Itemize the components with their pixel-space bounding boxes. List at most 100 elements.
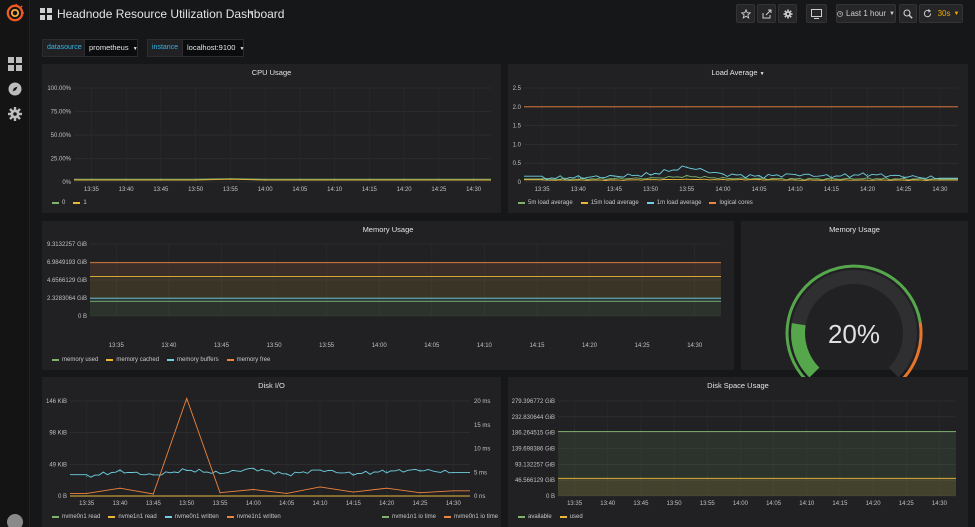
legend-item[interactable]: memory free (226, 357, 270, 363)
panel-title[interactable]: Memory Usage (362, 225, 414, 234)
data-point (352, 495, 354, 497)
x-tick-label: 14:25 (412, 501, 428, 507)
legend-item[interactable]: memory buffers (167, 357, 219, 363)
legend-item[interactable]: 15m load average (580, 200, 639, 206)
load-legend: 5m load average 15m load average 1m load… (518, 200, 753, 206)
legend-item[interactable]: nvme0n1 read (52, 514, 100, 520)
data-point (286, 473, 288, 476)
y-tick-label-right: 10 ms (474, 447, 490, 453)
series-line (74, 178, 491, 180)
x-tick-label: 13:55 (319, 343, 335, 349)
data-point (905, 477, 907, 479)
data-point (152, 495, 154, 497)
settings-button[interactable] (778, 4, 797, 23)
legend-label: nvme1n1 written (236, 514, 281, 520)
dashboards-grid-icon[interactable] (8, 57, 22, 71)
x-tick-label: 14:20 (397, 187, 413, 193)
refresh-interval: 30s (937, 9, 951, 18)
data-point (541, 106, 543, 108)
panel-title[interactable]: Memory Usage (829, 225, 880, 234)
dashboard-title[interactable]: Headnode Resource Utilization Dashboard (57, 7, 285, 21)
chevron-down-icon[interactable]: ▼ (248, 10, 255, 17)
share-button[interactable] (757, 4, 776, 23)
settings-icon (783, 9, 792, 18)
data-point (905, 430, 907, 432)
data-point (722, 179, 724, 181)
data-point (90, 179, 92, 181)
y-tick-label: 0 B (78, 314, 87, 320)
panel-title[interactable]: Load Average ▼ (508, 68, 968, 77)
x-tick-label: 13:55 (700, 501, 716, 507)
legend-item[interactable]: nvme1n1 written (226, 514, 281, 520)
legend-item[interactable]: 5m load average (518, 200, 573, 206)
x-tick-label: 13:40 (571, 187, 587, 193)
x-tick-label: 13:45 (214, 343, 230, 349)
time-range-label: Last 1 hour (846, 9, 887, 18)
data-point (686, 175, 688, 177)
variable-select-datasource[interactable]: prometheus ▼ (84, 39, 138, 57)
data-point (939, 177, 941, 179)
tv-icon (811, 8, 822, 19)
panel-title[interactable]: Disk I/O (258, 381, 285, 390)
variable-select-instance[interactable]: localhost:9100 ▼ (182, 39, 244, 57)
series-line (70, 467, 470, 478)
x-tick-label: 13:35 (109, 343, 125, 349)
tv-mode-button[interactable] (806, 4, 827, 23)
panel-title[interactable]: Disk Space Usage (707, 381, 769, 390)
data-point (195, 178, 197, 180)
data-point (739, 477, 742, 479)
chevron-down-icon: ▼ (239, 46, 245, 52)
legend-item[interactable]: nvme0n1 written (164, 514, 219, 520)
data-point (866, 173, 869, 176)
legend-item[interactable]: available (518, 514, 552, 520)
gear-icon[interactable] (8, 107, 22, 121)
data-point (577, 179, 579, 181)
legend-item[interactable]: nvme1n1 read (108, 514, 157, 520)
data-point (299, 178, 301, 180)
legend-item[interactable]: nvme1n1 io time (382, 514, 436, 520)
legend-item[interactable]: nvme0n1 io time (444, 514, 498, 520)
legend-item[interactable]: 1m load average (646, 200, 701, 206)
panel-title[interactable]: CPU Usage (251, 68, 292, 77)
y-tick-label: 2.3283064 GiB (47, 296, 87, 302)
x-tick-label: 14:05 (766, 501, 782, 507)
legend-item[interactable]: 1 (73, 200, 87, 206)
x-tick-label: 14:15 (362, 187, 378, 193)
legend-item[interactable]: logical cores (709, 200, 753, 206)
y-tick-label: 186.264515 GiB (512, 431, 555, 437)
data-point (903, 175, 905, 177)
data-point (152, 474, 154, 476)
legend-item[interactable]: 0 (52, 200, 65, 206)
legend-item[interactable]: memory used (52, 357, 98, 363)
data-point (722, 173, 724, 176)
data-point (866, 178, 869, 180)
grafana-logo[interactable] (6, 4, 24, 22)
data-point (686, 106, 688, 108)
y-tick-label: 1.5 (513, 124, 522, 130)
x-tick-label: 14:30 (932, 187, 948, 193)
gauge-threshold-orange (900, 322, 923, 382)
x-tick-label: 13:45 (146, 501, 162, 507)
user-avatar[interactable] (7, 514, 23, 527)
data-point (772, 430, 775, 432)
data-point (160, 178, 162, 180)
x-tick-label: 14:10 (327, 187, 343, 193)
data-point (195, 179, 197, 181)
data-point (319, 486, 321, 488)
legend-item[interactable]: used (559, 514, 583, 520)
gauge-value-arc (791, 323, 820, 378)
legend-item[interactable]: memory cached (106, 357, 159, 363)
y-tick-label: 2.5 (513, 86, 522, 92)
time-range-picker[interactable]: Last 1 hour ▼ (836, 4, 896, 23)
data-point (252, 495, 254, 497)
refresh-picker[interactable]: 30s ▼ (919, 4, 963, 23)
data-point (938, 477, 941, 479)
chevron-down-icon: ▼ (132, 46, 138, 52)
disk-io-legend-right: nvme1n1 io time nvme0n1 io time (382, 514, 498, 520)
zoom-out-button[interactable] (899, 4, 917, 23)
star-button[interactable] (736, 4, 755, 23)
legend-label: nvme1n1 io time (392, 514, 437, 520)
explore-compass-icon[interactable] (8, 82, 22, 96)
data-point (386, 495, 388, 497)
x-tick-label: 14:30 (466, 187, 482, 193)
